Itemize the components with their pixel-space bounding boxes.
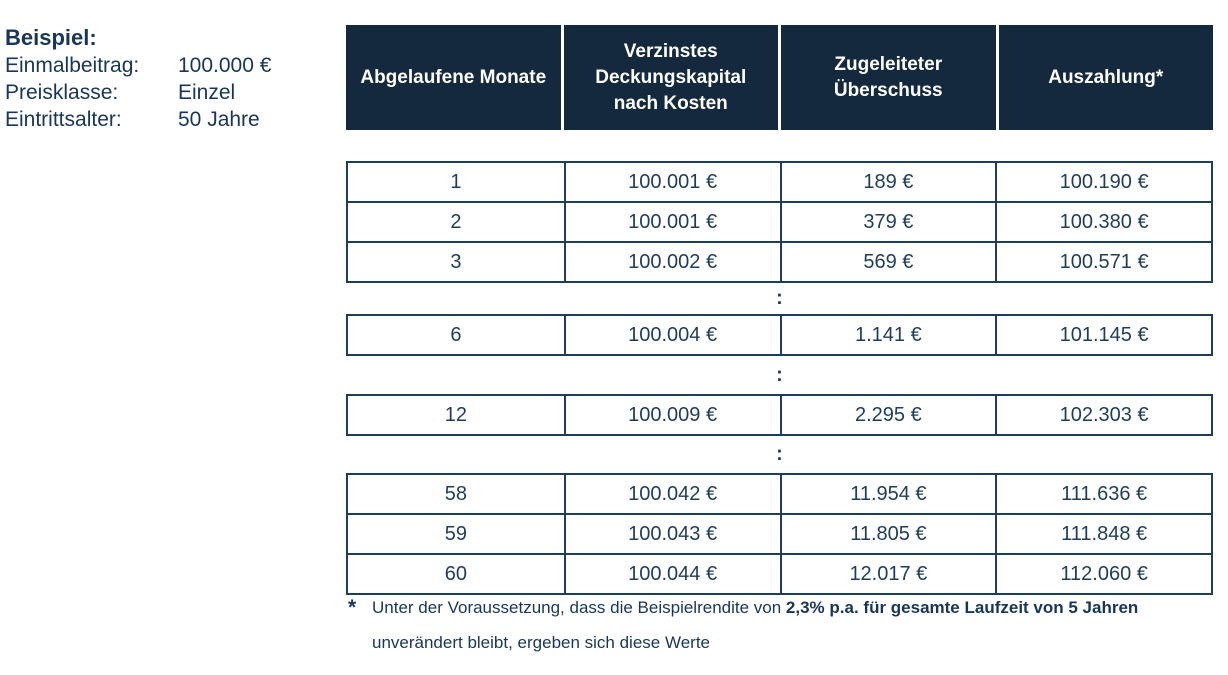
ellipsis-separator: : xyxy=(776,287,783,309)
cell-auszahlung: 100.190 € xyxy=(995,163,1211,201)
header-cell-abgelaufene-monate: Abgelaufene Monate xyxy=(346,25,561,130)
footnote-asterisk: * xyxy=(348,596,357,619)
cell-ueberschuss: 2.295 € xyxy=(779,396,996,434)
table-group-months-58-60: 58 100.042 € 11.954 € 111.636 € 59 100.0… xyxy=(346,473,1213,595)
table-row: 3 100.002 € 569 € 100.571 € xyxy=(348,241,1211,281)
table-row: 1 100.001 € 189 € 100.190 € xyxy=(348,163,1211,201)
table-row: 12 100.009 € 2.295 € 102.303 € xyxy=(348,396,1211,434)
table-row: 60 100.044 € 12.017 € 112.060 € xyxy=(348,553,1211,593)
footnote-text-bold: 2,3% p.a. für gesamte Laufzeit von 5 Jah… xyxy=(785,598,1139,617)
table-group-months-1-3: 1 100.001 € 189 € 100.190 € 2 100.001 € … xyxy=(346,161,1213,283)
footnote-line-1: Unter der Voraussetzung, dass die Beispi… xyxy=(372,597,1138,618)
info-value: 50 Jahre xyxy=(178,108,260,131)
cell-deckungskapital: 100.044 € xyxy=(563,555,780,593)
table-row: 58 100.042 € 11.954 € 111.636 € xyxy=(348,475,1211,513)
table-group-month-6: 6 100.004 € 1.141 € 101.145 € xyxy=(346,314,1213,356)
cell-ueberschuss: 189 € xyxy=(779,163,996,201)
cell-auszahlung: 102.303 € xyxy=(995,396,1211,434)
cell-ueberschuss: 12.017 € xyxy=(779,555,996,593)
cell-auszahlung: 112.060 € xyxy=(995,555,1211,593)
cell-deckungskapital: 100.004 € xyxy=(563,316,780,354)
info-label: Einmalbeitrag: xyxy=(5,54,140,77)
cell-ueberschuss: 1.141 € xyxy=(779,316,996,354)
cell-monate: 1 xyxy=(450,170,462,193)
cell-deckungskapital: 100.001 € xyxy=(563,203,780,241)
table-group-month-12: 12 100.009 € 2.295 € 102.303 € xyxy=(346,394,1213,436)
cell-deckungskapital: 100.002 € xyxy=(563,243,780,281)
footnote: * Unter der Voraussetzung, dass die Beis… xyxy=(348,597,1220,653)
benefits-table: Abgelaufene Monate Verzinstes Deckungska… xyxy=(346,25,1213,595)
info-row-eintrittsalter: Eintrittsalter: 50 Jahre xyxy=(5,106,271,133)
header-cell-auszahlung: Auszahlung* xyxy=(998,25,1213,130)
cell-auszahlung: 111.636 € xyxy=(995,475,1211,513)
footnote-text-regular: Unter der Voraussetzung, dass die Beispi… xyxy=(372,598,786,617)
cell-monate: 60 xyxy=(444,562,467,585)
cell-deckungskapital: 100.043 € xyxy=(563,515,780,553)
cell-monate: 2 xyxy=(450,210,462,233)
cell-ueberschuss: 11.954 € xyxy=(779,475,996,513)
cell-monate: 58 xyxy=(444,482,467,505)
info-row-preisklasse: Preisklasse: Einzel xyxy=(5,79,271,106)
cell-auszahlung: 111.848 € xyxy=(995,515,1211,553)
cell-auszahlung: 101.145 € xyxy=(995,316,1211,354)
info-label: Eintrittsalter: xyxy=(5,108,122,131)
info-row-einmalbeitrag: Einmalbeitrag: 100.000 € xyxy=(5,52,271,79)
footnote-text: Unter der Voraussetzung, dass die Beispi… xyxy=(372,597,1138,653)
cell-monate: 12 xyxy=(444,403,467,426)
cell-deckungskapital: 100.001 € xyxy=(563,163,780,201)
cell-auszahlung: 100.571 € xyxy=(995,243,1211,281)
cell-auszahlung: 100.380 € xyxy=(995,203,1211,241)
example-info: Beispiel: Einmalbeitrag: 100.000 € Preis… xyxy=(5,24,271,133)
footnote-line-2: unverändert bleibt, ergeben sich diese W… xyxy=(372,633,710,652)
cell-ueberschuss: 11.805 € xyxy=(779,515,996,553)
cell-monate: 3 xyxy=(450,250,462,273)
header-cell-ueberschuss: Zugeleiteter Überschuss xyxy=(781,25,996,130)
cell-monate: 6 xyxy=(450,323,462,346)
ellipsis-separator: : xyxy=(776,363,783,386)
table-row: 6 100.004 € 1.141 € 101.145 € xyxy=(348,316,1211,354)
table-row: 2 100.001 € 379 € 100.380 € xyxy=(348,201,1211,241)
ellipsis-separator: : xyxy=(776,443,783,465)
cell-ueberschuss: 569 € xyxy=(779,243,996,281)
example-title: Beispiel: xyxy=(5,25,97,50)
cell-monate: 59 xyxy=(444,522,467,545)
info-value: 100.000 € xyxy=(178,54,272,77)
table-header-row: Abgelaufene Monate Verzinstes Deckungska… xyxy=(346,25,1213,130)
table-row: 59 100.043 € 11.805 € 111.848 € xyxy=(348,513,1211,553)
cell-deckungskapital: 100.042 € xyxy=(563,475,780,513)
info-label: Preisklasse: xyxy=(5,81,119,104)
cell-deckungskapital: 100.009 € xyxy=(563,396,780,434)
header-cell-deckungskapital: Verzinstes Deckungskapital nach Kosten xyxy=(563,25,778,130)
cell-ueberschuss: 379 € xyxy=(779,203,996,241)
info-value: Einzel xyxy=(178,81,236,104)
